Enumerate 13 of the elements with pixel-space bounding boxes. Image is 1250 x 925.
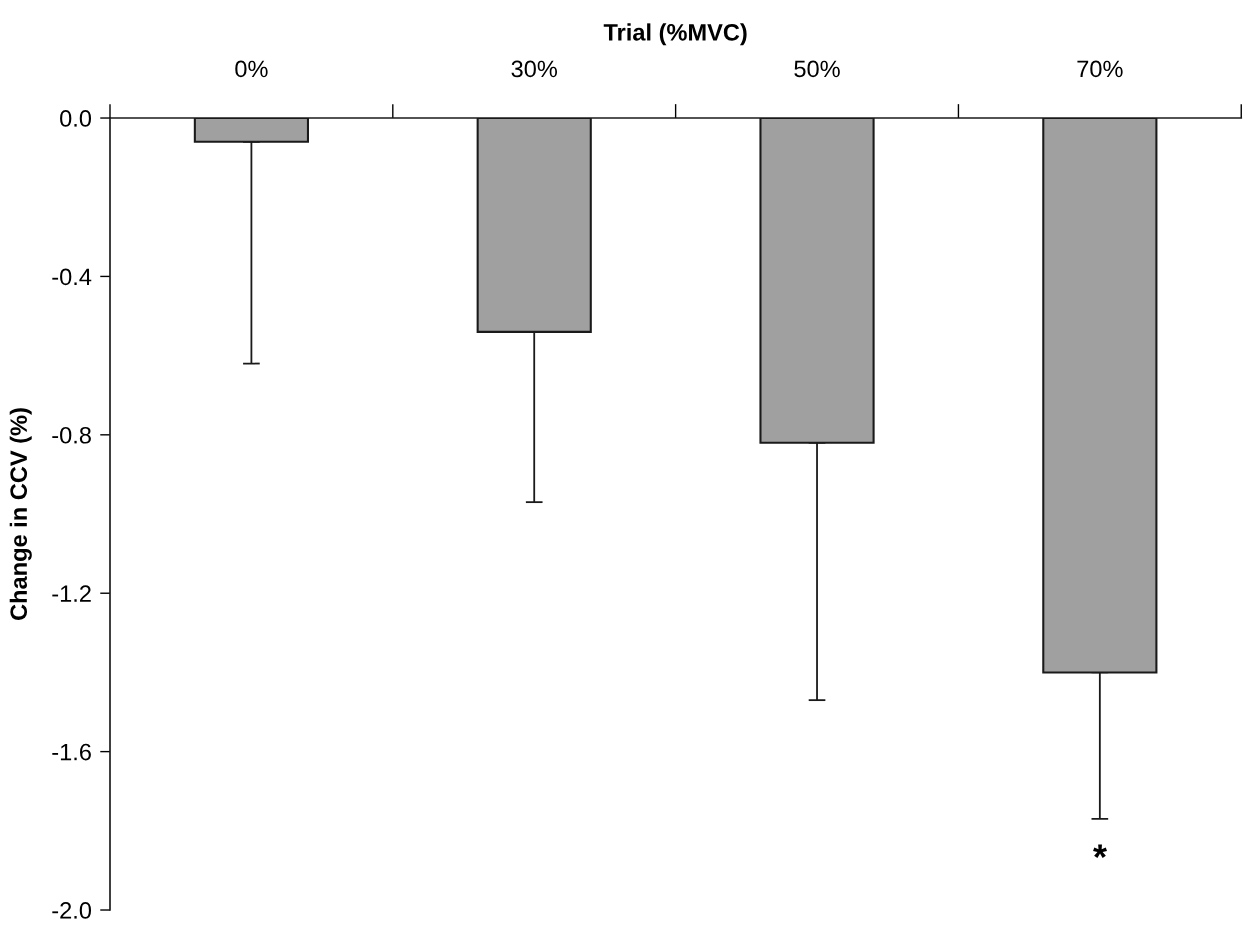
y-tick-label: -2.0 xyxy=(52,902,92,919)
y-axis-title: Change in CCV (%) xyxy=(9,408,32,620)
x-axis-title: Trial (%MVC) xyxy=(603,23,747,46)
y-tick-label: -0.4 xyxy=(52,268,92,286)
annotation: * xyxy=(1093,844,1107,858)
y-tick-label: -1.2 xyxy=(52,585,91,602)
y-tick-label: 0.0 xyxy=(60,110,92,127)
y-tick-label: -1.6 xyxy=(52,743,91,761)
x-tick-label: 50% xyxy=(794,60,840,78)
x-tick-label: 0% xyxy=(235,60,268,78)
x-tick-label: 30% xyxy=(511,60,558,78)
x-tick-label: 70% xyxy=(1077,60,1123,78)
y-tick-label: -0.8 xyxy=(52,426,91,444)
